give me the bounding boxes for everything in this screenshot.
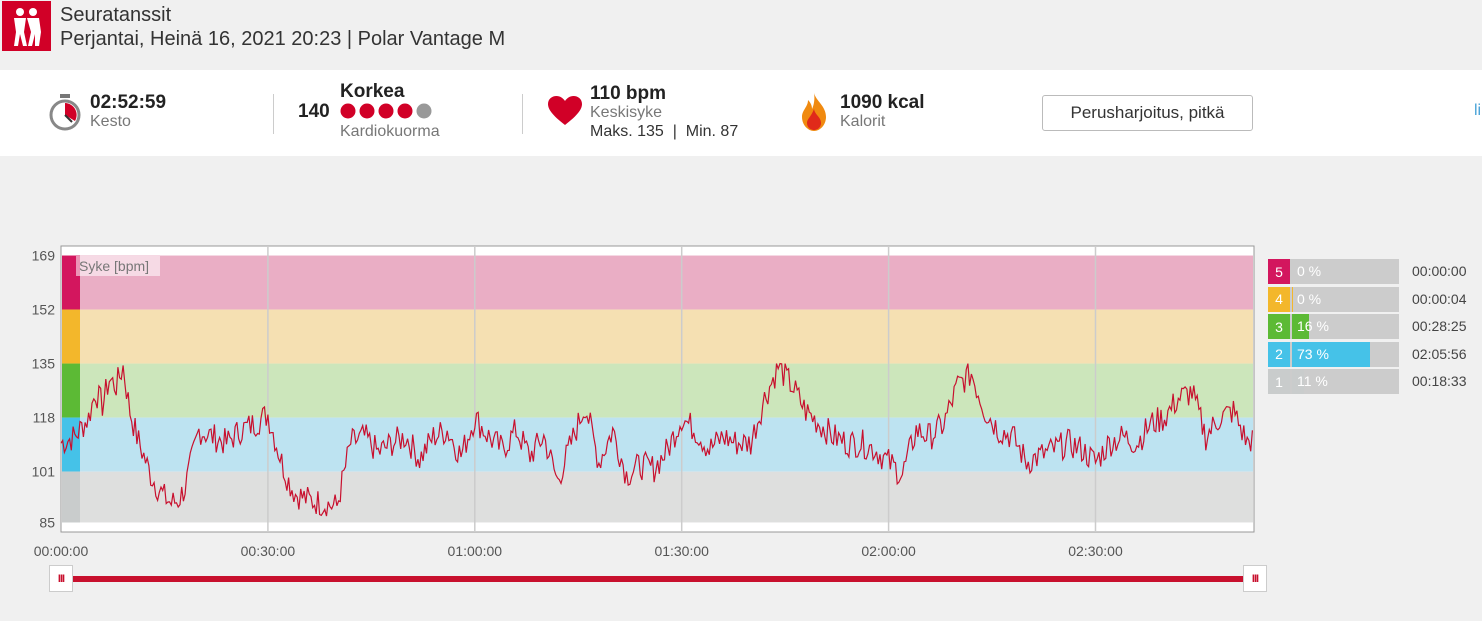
zone-marker-5 xyxy=(62,255,80,310)
heart-rate-line xyxy=(60,362,1253,517)
zone-number: 4 xyxy=(1268,286,1290,312)
calories-label: Kalorit xyxy=(840,113,886,130)
y-tick-label: 118 xyxy=(33,410,56,426)
x-tick-label: 02:00:00 xyxy=(861,543,916,559)
cardio-dot-filled xyxy=(359,103,375,119)
exercise-header: Seuratanssit Perjantai, Heinä 16, 2021 2… xyxy=(0,0,1482,70)
y-tick-label: 85 xyxy=(39,514,55,530)
heart-rate-chart: 00:00:00 00:30:00 01:00:00 01:30:00 02:00:00… xyxy=(32,245,1255,559)
cardio-load-dots xyxy=(340,103,435,119)
y-tick-label: 101 xyxy=(32,464,56,480)
avg-hr-value: 110 bpm xyxy=(590,83,667,104)
zone-marker-3 xyxy=(62,363,80,418)
zone-number: 5 xyxy=(1268,259,1290,284)
series-label: Syke [bpm] xyxy=(79,258,149,274)
zone-time: 00:28:25 xyxy=(1412,318,1467,334)
x-tick-label: 01:30:00 xyxy=(654,543,709,559)
sport-name: Seuratanssit xyxy=(60,4,172,26)
duration-value: 02:52:59 xyxy=(90,92,167,113)
zone-percent: 16 % xyxy=(1297,318,1329,334)
x-tick-label: 00:00:00 xyxy=(34,543,89,559)
heart-icon xyxy=(548,96,582,131)
divider xyxy=(522,94,523,134)
zone-band-1 xyxy=(62,471,1253,523)
zone-row-2: 2 73 % xyxy=(1268,341,1399,367)
training-benefit-button[interactable]: Perusharjoitus, pitkä xyxy=(1042,95,1253,131)
calories-value: 1090 kcal xyxy=(840,92,925,113)
zone-band-3 xyxy=(62,363,1253,418)
cardio-dot-empty xyxy=(416,103,432,119)
date-device-line: Perjantai, Heinä 16, 2021 20:23 | Polar … xyxy=(60,28,506,50)
sport-dance-icon xyxy=(2,1,51,51)
zone-marker-4 xyxy=(62,309,80,364)
zone-time: 00:18:33 xyxy=(1412,373,1467,389)
summary-bar: 02:52:59 Kesto 140 Korkea Kardiokuorma 1… xyxy=(0,70,1482,156)
zone-marker-1 xyxy=(62,471,80,523)
zone-number: 1 xyxy=(1268,369,1290,394)
zone-row-4: 4 0 % xyxy=(1268,286,1399,312)
cardio-dot-filled xyxy=(378,103,394,119)
x-tick-label: 02:30:00 xyxy=(1068,543,1123,559)
zone-row-1: 1 11 % xyxy=(1268,369,1399,394)
zone-number: 3 xyxy=(1268,314,1290,339)
cutoff-link[interactable]: li xyxy=(1474,102,1482,119)
range-start-handle[interactable]: III xyxy=(49,565,73,592)
zone-percent-bar xyxy=(1292,341,1371,367)
cardio-load-level: Korkea xyxy=(340,81,405,102)
zone-percent: 0 % xyxy=(1297,263,1322,279)
max-min-hr: Maks. 135 | Min. 87 xyxy=(590,123,739,140)
zone-band-5 xyxy=(62,255,1253,310)
zone-percent-bar xyxy=(1292,286,1293,312)
range-end-handle[interactable]: III xyxy=(1243,565,1267,592)
y-tick-label: 152 xyxy=(32,302,56,318)
x-tick-label: 00:30:00 xyxy=(241,543,296,559)
zone-time: 00:00:04 xyxy=(1412,290,1467,307)
cardio-load-label: Kardiokuorma xyxy=(340,123,440,140)
x-tick-label: 01:00:00 xyxy=(448,543,503,559)
zone-row-5: 5 0 % xyxy=(1268,259,1399,284)
cardio-load-number: 140 xyxy=(298,101,330,122)
y-tick-label: 135 xyxy=(32,356,56,372)
zone-percent: 73 % xyxy=(1297,345,1329,362)
duration-label: Kesto xyxy=(90,113,131,130)
zone-percent-bar xyxy=(1292,314,1310,339)
time-range-slider[interactable] xyxy=(61,576,1254,582)
zone-percent: 11 % xyxy=(1297,373,1328,389)
cardio-dot-filled xyxy=(397,103,413,119)
divider xyxy=(273,94,274,134)
zone-percent: 0 % xyxy=(1297,290,1322,307)
zone-time: 02:05:56 xyxy=(1412,345,1467,362)
zone-time: 00:00:00 xyxy=(1412,263,1467,279)
zone-band-4 xyxy=(62,309,1253,364)
avg-hr-label: Keskisyke xyxy=(590,104,663,121)
zone-percent-bar xyxy=(1292,369,1304,394)
cardio-dot-filled xyxy=(340,103,356,119)
series-label-bg xyxy=(76,256,160,276)
stopwatch-icon xyxy=(48,94,82,137)
y-tick-label: 169 xyxy=(32,248,56,264)
zone-row-3: 3 16 % xyxy=(1268,314,1399,339)
flame-icon xyxy=(800,93,828,136)
zone-number: 2 xyxy=(1268,341,1290,367)
